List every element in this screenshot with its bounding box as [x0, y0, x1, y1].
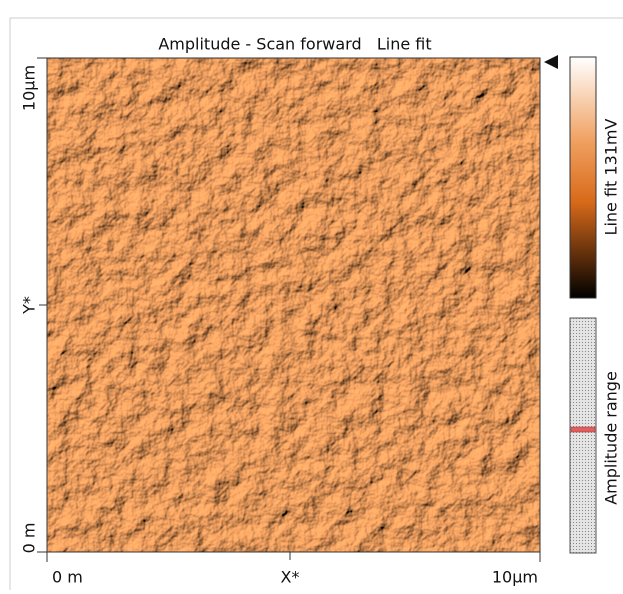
- x-label-right: 10µm: [492, 568, 538, 587]
- y-label-bottom: 0 m: [20, 523, 39, 554]
- y-label-top: 10µm: [20, 65, 39, 111]
- level-marker[interactable]: [544, 55, 558, 69]
- range-marker[interactable]: [571, 427, 595, 432]
- x-label-middle: X*: [281, 568, 300, 587]
- image-title: Amplitude - Scan forward Line fit: [158, 35, 431, 54]
- colorbar-label: Line fit 131mV: [602, 118, 621, 235]
- y-label-middle: Y*: [20, 296, 39, 315]
- afm-image: [47, 58, 540, 552]
- colorbar: [570, 57, 596, 298]
- range-bar-label: Amplitude range: [602, 371, 621, 505]
- range-bar[interactable]: [570, 318, 596, 553]
- x-label-left: 0 m: [52, 568, 83, 587]
- afm-window: Amplitude - Scan forward Line fit 10µm Y…: [0, 0, 623, 590]
